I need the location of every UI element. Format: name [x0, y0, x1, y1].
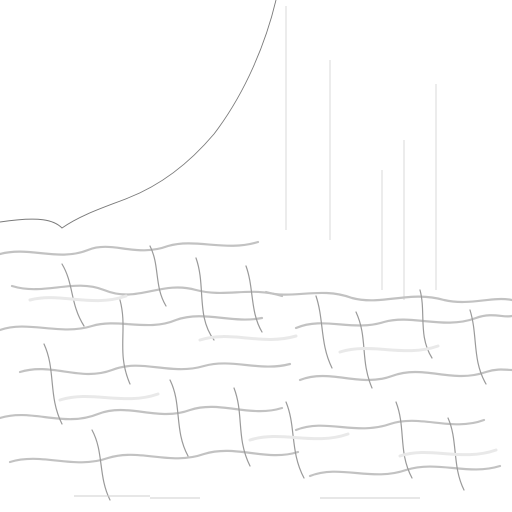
relief-ridges	[0, 240, 512, 501]
vertical-streaks	[285, 6, 437, 300]
bottom-bands	[74, 495, 420, 499]
terrain-edge-curve	[0, 0, 277, 229]
